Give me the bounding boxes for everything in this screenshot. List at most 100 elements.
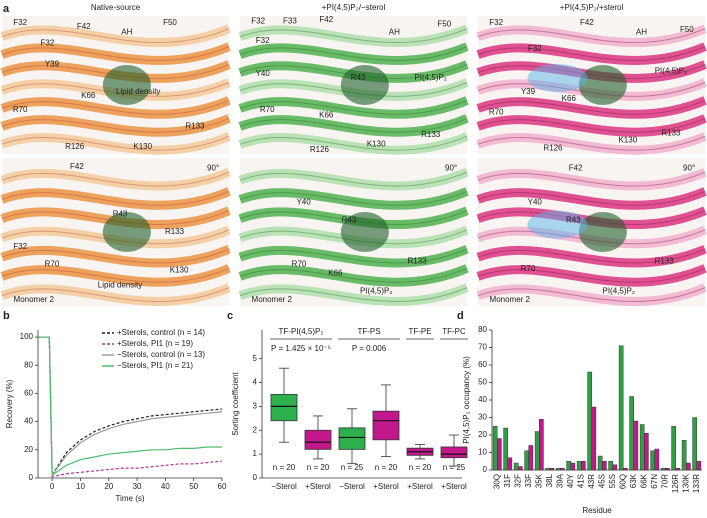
x-tick-label: 31F (503, 474, 512, 488)
x-tick-label: 35K (534, 473, 543, 488)
bar (633, 420, 639, 471)
box (372, 410, 400, 441)
helix-ribbon (476, 42, 707, 65)
y-tick-label: 50 (478, 378, 487, 387)
box (304, 429, 332, 450)
residue-label: F42 (77, 22, 91, 31)
n-label: n = 20 (273, 463, 296, 472)
residue-label: Monomer 2 (14, 295, 55, 304)
x-tick-label: 10 (76, 482, 85, 491)
residue-label: F50 (437, 19, 451, 28)
box (440, 446, 468, 459)
helix-ribbon (0, 206, 231, 229)
group-label: TF-PI(4,5)P₂ (279, 327, 324, 336)
residue-label: F32 (41, 39, 55, 48)
bar (644, 433, 649, 471)
helix-edge (1, 99, 230, 115)
y-tick-label: 70 (478, 343, 487, 352)
y-tick-label: 40 (478, 395, 487, 404)
helix-edge (477, 135, 706, 151)
x-tick-label: +Sterol (441, 482, 467, 491)
x-tick-label: 41S (576, 474, 585, 488)
bar (692, 417, 697, 471)
residue-label: Lipid density (98, 280, 142, 289)
helix-edge (239, 248, 468, 264)
x-axis-label: Residue (582, 506, 612, 515)
group-label: TF-PC (442, 327, 466, 336)
bar (587, 371, 592, 471)
y-tick-label: 30 (478, 413, 487, 422)
y-axis-label: Sorting coefficient (231, 372, 240, 436)
density (102, 212, 151, 252)
residue-label: K66 (328, 269, 343, 278)
y-tick-label: 10 (478, 448, 487, 457)
x-tick-label: 39A (555, 473, 564, 488)
bar (623, 468, 628, 471)
helix-edge (1, 190, 230, 206)
bar (665, 468, 670, 471)
helix-edge (477, 267, 706, 283)
residue-label: F42 (319, 15, 333, 24)
y-tick-label: 40 (24, 417, 33, 426)
bar (654, 448, 660, 471)
residue-label: R126 (65, 142, 85, 151)
helix-ribbon (0, 42, 231, 65)
y-axis-label: Recovery (%) (5, 379, 14, 428)
bar (681, 440, 687, 471)
density (578, 65, 627, 105)
residue-label: F32 (13, 242, 27, 251)
bar (639, 424, 645, 471)
residue-label: R133 (421, 130, 441, 139)
n-label: n = 25 (443, 463, 466, 472)
x-tick-label: 67N (650, 474, 659, 489)
x-tick-label: +Sterol (373, 482, 399, 491)
helix-edge (1, 287, 230, 302)
x-tick-label: −Sterol (271, 482, 297, 491)
residue-label: R43 (351, 73, 366, 82)
residue-label: F32 (251, 17, 265, 26)
residue-label: F32 (13, 18, 27, 27)
residue-label: F33 (283, 17, 297, 26)
helix-ribbon (476, 283, 707, 306)
bar (602, 461, 607, 471)
x-tick-label: 50 (189, 482, 198, 491)
residue-label: F42 (580, 18, 594, 27)
residue-label: Y40 (528, 198, 543, 207)
residue-label: K66 (562, 94, 577, 103)
x-tick-label: 43R (587, 474, 596, 489)
helix-edge (239, 190, 468, 206)
x-tick-label: 30 (133, 482, 142, 491)
residue-label: F50 (680, 25, 694, 34)
residue-label: K130 (618, 135, 637, 144)
helix-edge (239, 64, 468, 79)
panel-label: a (3, 3, 10, 15)
y-tick-label: 5 (253, 354, 258, 363)
bar (570, 462, 576, 471)
helix-ribbon (238, 114, 469, 137)
bar (671, 426, 676, 471)
residue-label: K130 (367, 139, 386, 148)
p-value: P = 1.425 × 10⁻⁵ (271, 344, 331, 353)
residue-label: R133 (655, 257, 675, 266)
helix-edge (239, 171, 468, 187)
x-tick-label: 130K (681, 473, 690, 492)
bar (686, 462, 691, 471)
group-label: TF-PE (408, 327, 431, 336)
residue-label: AH (121, 28, 132, 37)
x-tick-label: 133R (692, 474, 701, 493)
helix-ribbon (476, 264, 707, 287)
x-tick-label: 55S (608, 474, 617, 488)
residue-label: F42 (70, 162, 84, 171)
group-label: TF-PS (357, 327, 380, 336)
legend-label: −Sterols, PI1 (n = 21) (117, 361, 193, 370)
helix-edge (239, 135, 468, 151)
residue-label: K66 (81, 91, 96, 100)
residue-label: Y39 (45, 59, 60, 68)
y-tick-label: 0 (29, 473, 34, 482)
y-tick-label: 0 (253, 473, 258, 482)
density-mesh (527, 64, 588, 93)
x-tick-label: 38L (545, 473, 554, 487)
y-tick-label: 100 (20, 332, 34, 341)
helix-edge (477, 248, 706, 264)
y-tick-label: 80 (24, 360, 33, 369)
